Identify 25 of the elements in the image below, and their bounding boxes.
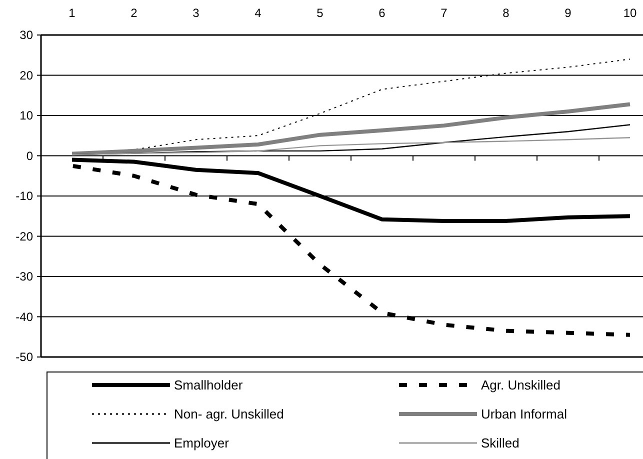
legend-label: Urban Informal [481,406,568,422]
x-tick-label: 5 [316,6,324,20]
y-tick-label: 0 [26,148,34,163]
x-tick-label: 3 [192,6,200,20]
y-tick-label: 30 [20,28,34,42]
x-tick-label: 2 [130,6,138,20]
legend-label: Employer [174,436,230,451]
x-tick-label: 9 [564,6,572,20]
x-tick-label: 6 [378,6,386,20]
x-tick-label: 4 [254,6,262,20]
legend-label: Agr. Unskilled [481,378,560,393]
legend-label: Non- agr. Unskilled [174,406,284,422]
x-tick-label: 10 [623,6,637,20]
legend-label: Skilled [481,436,520,451]
x-tick-label: 7 [440,6,448,20]
y-tick-label: -50 [16,350,34,364]
y-tick-label: -20 [16,229,34,244]
legend-label: Smallholder [174,378,244,393]
y-tick-label: -30 [16,270,34,284]
y-tick-label: -10 [16,189,34,204]
y-tick-label: 10 [20,108,34,123]
y-tick-label: -40 [16,310,34,324]
x-tick-label: 1 [68,6,76,20]
x-tick-label: 8 [502,6,510,20]
y-tick-label: 20 [20,68,34,82]
